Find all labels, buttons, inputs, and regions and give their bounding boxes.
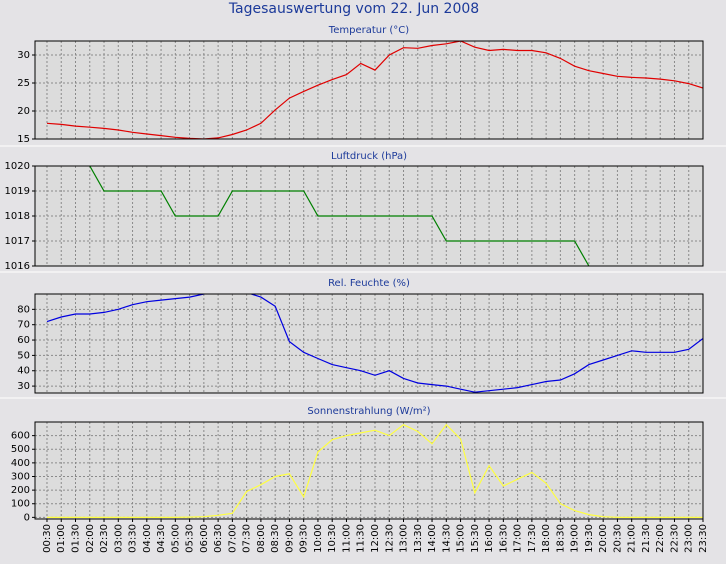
panel-title: Sonnenstrahlung (W/m²) bbox=[307, 406, 430, 417]
x-tick-label: 23:00 bbox=[684, 524, 695, 553]
x-tick-label: 11:00 bbox=[341, 524, 352, 553]
y-tick-label: 400 bbox=[11, 458, 30, 469]
x-tick-label: 16:00 bbox=[484, 524, 495, 553]
y-tick-label: 200 bbox=[11, 485, 30, 496]
y-tick-label: 1020 bbox=[5, 161, 30, 172]
x-tick-label: 00:30 bbox=[42, 524, 53, 553]
x-tick-label: 21:30 bbox=[641, 524, 652, 553]
y-tick-label: 20 bbox=[17, 106, 30, 117]
x-tick-label: 22:00 bbox=[655, 524, 666, 553]
panel-title: Luftdruck (hPa) bbox=[331, 151, 407, 162]
y-tick-label: 500 bbox=[11, 444, 30, 455]
y-tick-label: 1017 bbox=[5, 236, 30, 247]
x-tick-label: 13:00 bbox=[399, 524, 410, 553]
data-line bbox=[46, 294, 703, 393]
x-tick-label: 14:00 bbox=[427, 524, 438, 553]
x-tick-label: 15:00 bbox=[456, 524, 467, 553]
panel-title: Rel. Feuchte (%) bbox=[328, 278, 410, 289]
plot-border bbox=[34, 165, 704, 267]
plot-border bbox=[34, 40, 704, 140]
x-tick-label: 11:30 bbox=[356, 524, 367, 553]
x-tick-label: 09:30 bbox=[299, 524, 310, 553]
x-tick-label: 13:30 bbox=[413, 524, 424, 553]
x-tick-label: 20:00 bbox=[598, 524, 609, 553]
panel-title: Temperatur (°C) bbox=[328, 25, 409, 36]
x-tick-label: 07:30 bbox=[242, 524, 253, 553]
x-tick-label: 03:30 bbox=[128, 524, 139, 553]
x-tick-label: 03:00 bbox=[113, 524, 124, 553]
x-tick-label: 07:00 bbox=[227, 524, 238, 553]
x-tick-label: 14:30 bbox=[441, 524, 452, 553]
y-tick-label: 70 bbox=[17, 320, 30, 331]
y-tick-label: 100 bbox=[11, 499, 30, 510]
y-tick-label: 80 bbox=[17, 304, 30, 315]
x-tick-label: 23:30 bbox=[698, 524, 709, 553]
y-tick-label: 60 bbox=[17, 335, 30, 346]
x-tick-label: 10:30 bbox=[327, 524, 338, 553]
y-tick-label: 30 bbox=[17, 381, 30, 392]
x-tick-label: 19:30 bbox=[584, 524, 595, 553]
x-tick-label: 06:00 bbox=[199, 524, 210, 553]
x-tick-label: 05:30 bbox=[185, 524, 196, 553]
x-tick-label: 22:30 bbox=[669, 524, 680, 553]
x-tick-label: 10:00 bbox=[313, 524, 324, 553]
y-tick-label: 1019 bbox=[5, 186, 30, 197]
y-tick-label: 30 bbox=[17, 50, 30, 61]
data-line bbox=[46, 41, 703, 139]
x-tick-label: 19:00 bbox=[570, 524, 581, 553]
x-tick-label: 01:00 bbox=[56, 524, 67, 553]
x-tick-label: 18:30 bbox=[555, 524, 566, 553]
plot-border bbox=[34, 293, 704, 394]
y-tick-label: 0 bbox=[24, 512, 30, 523]
plot-border bbox=[34, 421, 704, 520]
y-tick-label: 25 bbox=[17, 78, 30, 89]
y-tick-label: 15 bbox=[17, 134, 30, 145]
x-tick-label: 15:30 bbox=[470, 524, 481, 553]
y-tick-label: 1016 bbox=[5, 261, 30, 272]
x-tick-label: 12:00 bbox=[370, 524, 381, 553]
page-title: Tagesauswertung vom 22. Jun 2008 bbox=[228, 1, 479, 17]
x-tick-label: 21:00 bbox=[627, 524, 638, 553]
x-tick-label: 20:30 bbox=[612, 524, 623, 553]
x-tick-label: 06:30 bbox=[213, 524, 224, 553]
x-tick-label: 17:30 bbox=[527, 524, 538, 553]
y-tick-label: 600 bbox=[11, 431, 30, 442]
x-tick-label: 08:00 bbox=[256, 524, 267, 553]
y-tick-label: 50 bbox=[17, 350, 30, 361]
x-tick-label: 02:30 bbox=[99, 524, 110, 553]
data-line bbox=[47, 423, 703, 518]
y-tick-label: 1018 bbox=[5, 211, 30, 222]
x-tick-label: 17:00 bbox=[513, 524, 524, 553]
x-tick-label: 05:00 bbox=[170, 524, 181, 553]
x-tick-label: 04:00 bbox=[142, 524, 153, 553]
y-tick-label: 300 bbox=[11, 471, 30, 482]
x-tick-label: 09:00 bbox=[284, 524, 295, 553]
x-tick-label: 08:30 bbox=[270, 524, 281, 553]
x-tick-label: 18:00 bbox=[541, 524, 552, 553]
x-tick-label: 02:00 bbox=[85, 524, 96, 553]
x-tick-label: 12:30 bbox=[384, 524, 395, 553]
y-tick-label: 40 bbox=[17, 366, 30, 377]
x-tick-label: 01:30 bbox=[71, 524, 82, 553]
x-tick-label: 04:30 bbox=[156, 524, 167, 553]
data-line bbox=[88, 166, 590, 266]
x-tick-label: 16:30 bbox=[498, 524, 509, 553]
